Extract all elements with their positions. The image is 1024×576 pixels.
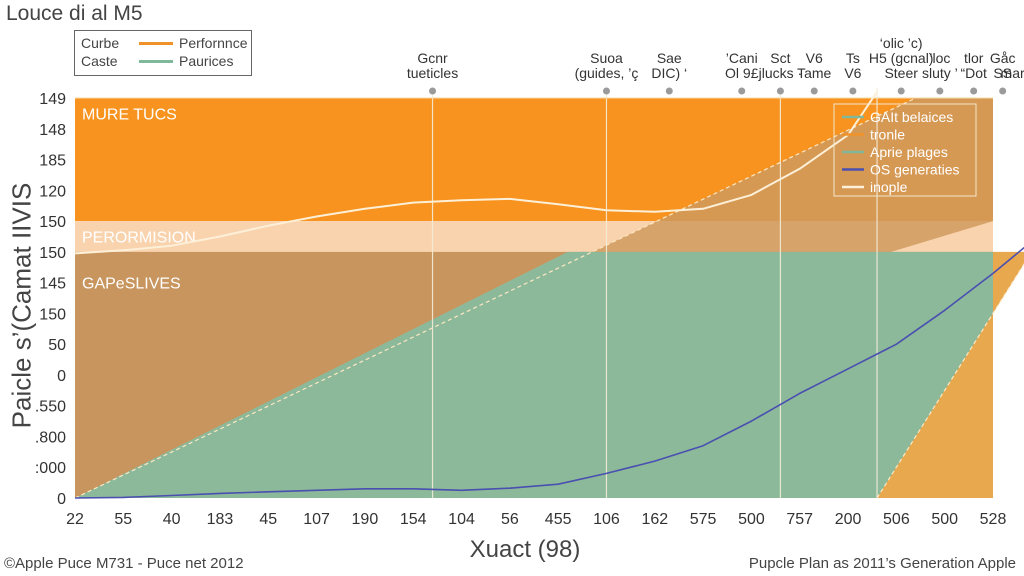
annotation-label: V6: [806, 50, 823, 66]
annotation-label: SS: [993, 65, 1012, 81]
x-tick-label: 107: [303, 511, 330, 528]
x-tick-label: 190: [352, 511, 379, 528]
annotation-label: tlor: [964, 50, 984, 66]
annotation-label: sluty ’: [922, 65, 958, 81]
band-label: GAPeSLIVES: [82, 276, 181, 293]
annotation-label: Suoa: [590, 50, 623, 66]
annotation-label: ’Cani: [726, 50, 758, 66]
y-tick-label: 148: [39, 122, 66, 139]
y-tick-label: 149: [39, 91, 66, 108]
top-legend-series: Perfornnce: [179, 35, 248, 51]
series-line-os-generaties: [74, 246, 1024, 499]
legend-item-label: GAIt belaices: [870, 109, 953, 125]
x-tick-label: 55: [114, 511, 132, 528]
top-legend-swatch: [139, 41, 173, 45]
annotation-marker: [999, 87, 1007, 95]
green-region: [75, 251, 993, 498]
x-tick-label: 162: [641, 511, 668, 528]
top-legend-label: Caste: [81, 53, 118, 69]
annotation-marker: [429, 87, 437, 95]
annotation-label: “Dot: [960, 65, 987, 81]
y-axis-label: Paicle s’(Camat IIVIS: [6, 182, 37, 429]
annotation-label: mar in os): [1001, 65, 1024, 81]
x-tick-label: 22: [66, 511, 84, 528]
y-tick-label: .800: [35, 429, 66, 446]
series-line-inople: [74, 91, 878, 255]
annotation-label: Ts: [846, 50, 860, 66]
y-tick-label: 0: [57, 491, 66, 508]
top-legend-label: Curbe: [81, 35, 120, 51]
x-tick-label: 200: [835, 511, 862, 528]
x-tick-label: 506: [883, 511, 910, 528]
chart-title: Louce di al M5: [6, 2, 143, 25]
y-tick-label: 185: [39, 153, 66, 170]
legend-item-label: tronle: [870, 127, 905, 143]
y-tick-label: 145: [39, 276, 66, 293]
annotation-marker: [810, 87, 818, 95]
annotation-label: ‘olic ’c): [880, 35, 923, 51]
annotation-marker: [970, 87, 978, 95]
annotation-label: Ol 9£: [725, 65, 759, 81]
annotation-label: ’loc: [929, 50, 950, 66]
band-label: MURE TUCS: [82, 106, 177, 123]
x-tick-label: 528: [980, 511, 1007, 528]
annotation-label: tueticles: [407, 65, 458, 81]
x-tick-label: 500: [738, 511, 765, 528]
band-label: PERORMISION: [82, 229, 196, 246]
annotation-label: Gåc: [990, 50, 1016, 66]
annotation-label: Gcnr: [417, 50, 448, 66]
legend-item-label: OS generaties: [870, 162, 960, 178]
annotation-label: Sct: [770, 50, 790, 66]
x-axis-label: Xuact (98): [469, 536, 581, 563]
x-tick-label: 455: [545, 511, 572, 528]
y-tick-label: 150: [39, 306, 66, 323]
y-tick-label: :000: [35, 460, 66, 477]
annotation-marker: [602, 87, 610, 95]
y-axis-gutter: [0, 98, 75, 512]
x-tick-label: 106: [593, 511, 620, 528]
footer-left: ©Apple Puce M731 - Puce net 2012: [4, 555, 244, 572]
legend-item-label: Aprie plages: [870, 144, 948, 160]
top-legend-swatch: [139, 59, 173, 63]
annotation-label: jlucks ·: [758, 65, 803, 81]
annotation-marker: [849, 87, 857, 95]
annotation-label: H5 (gcnal): [869, 50, 934, 66]
legend-box: [833, 103, 977, 197]
x-tick-label: 104: [448, 511, 475, 528]
y-tick-label: 150: [39, 245, 66, 262]
annotation-label: Tame: [797, 65, 831, 81]
legend-item-label: inople: [870, 179, 908, 195]
annotation-label: (guides, ’ç: [575, 65, 639, 81]
top-legend-series: Paurices: [179, 53, 234, 69]
annotation-marker: [936, 87, 944, 95]
annotation-label: Steer: [884, 65, 918, 81]
x-tick-label: 56: [501, 511, 519, 528]
top-legend: Curbe Perfornnce Caste Paurices: [74, 30, 252, 76]
top-legend-row: Caste Paurices: [81, 53, 233, 69]
annotation-marker: [776, 87, 784, 95]
footer-right: Pupcle Plan as 2011’s Generation Apple: [748, 555, 1016, 572]
x-tick-label: 757: [786, 511, 813, 528]
x-tick-label: 500: [931, 511, 958, 528]
x-tick-label: 183: [207, 511, 234, 528]
x-tick-label: 575: [690, 511, 717, 528]
y-tick-label: .550: [35, 399, 66, 416]
y-tick-label: 50: [48, 337, 66, 354]
x-tick-label: 45: [259, 511, 277, 528]
annotation-label: V6: [844, 65, 861, 81]
top-legend-row: Curbe Perfornnce: [81, 35, 247, 51]
annotation-marker: [665, 87, 673, 95]
x-tick-label: 154: [400, 511, 427, 528]
annotation-marker: [897, 87, 905, 95]
x-tick-label: 40: [163, 511, 181, 528]
tronle-diagonal: [74, 97, 916, 499]
y-tick-label: 0: [57, 368, 66, 385]
annotation-label: DIC) ‘: [651, 65, 687, 81]
annotation-marker: [738, 87, 746, 95]
y-tick-label: 150: [39, 214, 66, 231]
aprie-region: [877, 251, 1024, 498]
annotation-label: Sae: [657, 50, 682, 66]
y-tick-label: 120: [39, 183, 66, 200]
